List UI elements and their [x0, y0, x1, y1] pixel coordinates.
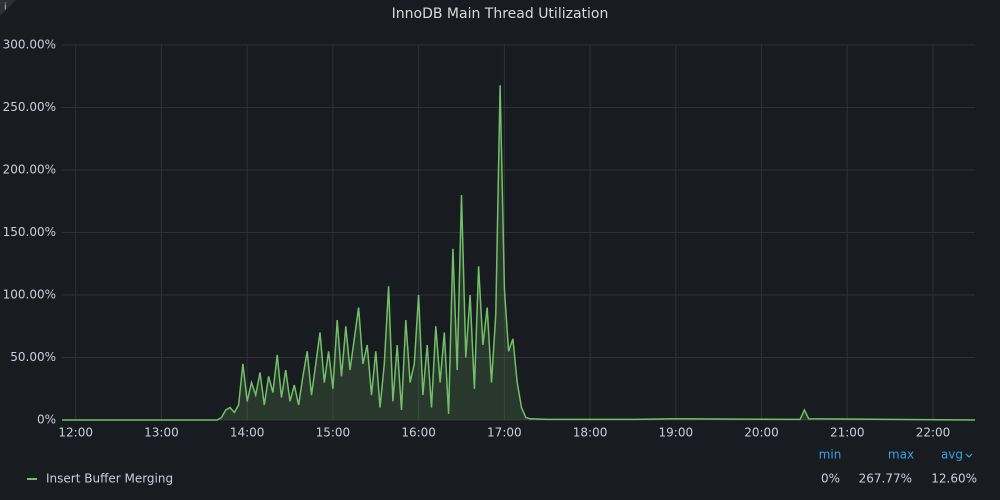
- x-tick-label: 17:00: [487, 426, 522, 440]
- legend-value: 0%: [821, 472, 840, 486]
- legend-column-header[interactable]: avg: [941, 448, 963, 462]
- info-corner[interactable]: [0, 0, 16, 16]
- y-tick-label: 200.00%: [3, 163, 56, 177]
- legend-column-header[interactable]: max: [888, 448, 914, 462]
- y-tick-label: 50.00%: [10, 350, 56, 364]
- sort-caret: [965, 453, 973, 458]
- x-tick-label: 18:00: [573, 426, 608, 440]
- legend-value: 267.77%: [859, 472, 912, 486]
- x-tick-label: 20:00: [744, 426, 779, 440]
- legend-value: 12.60%: [931, 472, 977, 486]
- legend-column-header[interactable]: min: [819, 448, 842, 462]
- panel-title: InnoDB Main Thread Utilization: [392, 6, 609, 22]
- y-tick-label: 0%: [37, 413, 56, 427]
- y-tick-label: 250.00%: [3, 100, 56, 114]
- y-tick-label: 150.00%: [3, 225, 56, 239]
- x-tick-label: 13:00: [144, 426, 179, 440]
- info-icon: i: [4, 3, 7, 13]
- series-line: [62, 85, 976, 421]
- x-tick-label: 21:00: [830, 426, 865, 440]
- x-tick-label: 16:00: [401, 426, 436, 440]
- x-tick-label: 22:00: [916, 426, 951, 440]
- x-tick-label: 14:00: [230, 426, 265, 440]
- y-tick-label: 300.00%: [3, 38, 56, 52]
- x-tick-label: 19:00: [659, 426, 694, 440]
- x-tick-label: 12:00: [58, 426, 93, 440]
- legend-label[interactable]: Insert Buffer Merging: [46, 472, 173, 486]
- y-tick-label: 100.00%: [3, 288, 56, 302]
- x-tick-label: 15:00: [316, 426, 351, 440]
